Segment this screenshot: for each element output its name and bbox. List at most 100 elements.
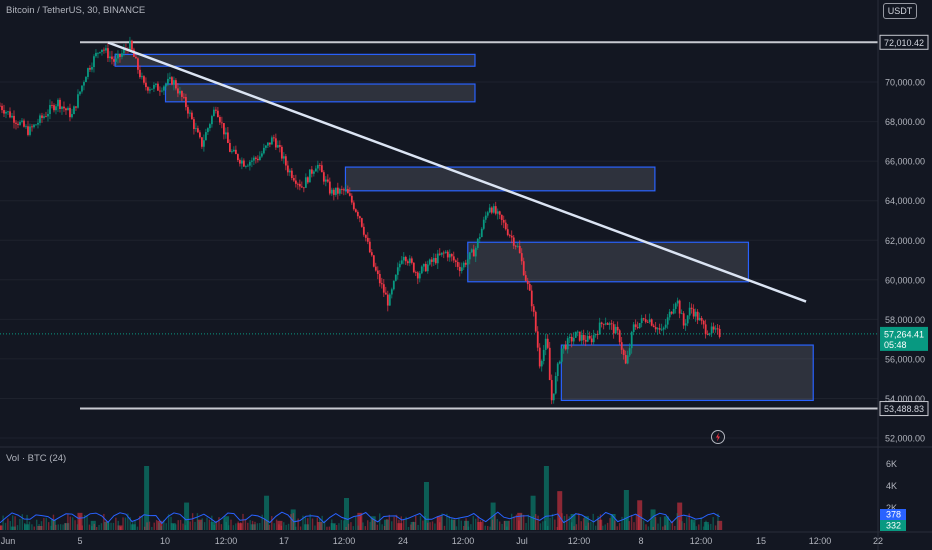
volume-bar (277, 520, 283, 530)
volume-bar (534, 514, 537, 530)
candle-body (276, 145, 279, 148)
time-tick-label: 12:00 (690, 536, 713, 546)
volume-bar (659, 517, 662, 530)
candle-body (187, 107, 189, 114)
candle-body (402, 256, 405, 261)
volume-bar (79, 516, 81, 530)
volume-bar (686, 517, 688, 530)
volume-bar (422, 520, 424, 530)
candle-body (494, 206, 497, 214)
candle-body (366, 237, 369, 242)
candle-body (582, 334, 585, 340)
volume-bar (640, 517, 642, 530)
volume-bar (520, 513, 522, 530)
candle-body (514, 245, 517, 247)
volume-bar (11, 515, 14, 530)
volume-bar (333, 524, 335, 530)
candle-body (670, 311, 673, 314)
volume-bar (503, 520, 509, 530)
volume-tick-label: 2K (886, 503, 897, 513)
volume-bar (0, 525, 3, 530)
volume-bar (357, 525, 359, 530)
volume-bar (513, 516, 515, 530)
volume-bar (693, 522, 695, 530)
volume-bar (491, 519, 494, 530)
volume-bar (575, 524, 578, 530)
candle-body (518, 245, 521, 254)
candle-body (422, 263, 425, 267)
candle-body (638, 323, 641, 328)
horizontal-levels (0, 41, 878, 410)
volume-bar (359, 516, 362, 530)
candle-body (119, 53, 121, 57)
candle-body (310, 169, 313, 174)
volume-bar (496, 519, 498, 530)
volume-bar (484, 525, 486, 530)
volume-value-label: 378 (886, 510, 901, 520)
candle-body (442, 252, 445, 254)
volume-bar (437, 516, 443, 530)
volume-bar (136, 526, 139, 530)
candle-body (700, 318, 703, 321)
candle-body (574, 331, 577, 338)
candle-body (324, 179, 327, 182)
volume-bar (423, 482, 429, 530)
volume-bar (537, 515, 539, 530)
volume-bar (50, 519, 56, 530)
candle-body (664, 324, 667, 328)
candle-body (572, 337, 575, 342)
volume-bar (482, 520, 484, 530)
time-tick-label: 12:00 (215, 536, 238, 546)
volume-bar (278, 524, 280, 530)
level-price-label: 72,010.42 (884, 38, 924, 48)
volume-value-badge (880, 509, 906, 520)
candle-body (163, 86, 165, 91)
volume-bar (21, 514, 23, 530)
candle-body (354, 209, 357, 212)
volume-bar (676, 513, 678, 530)
currency-button[interactable]: USDT (883, 3, 917, 19)
candle-body (702, 320, 705, 325)
volume-bar (290, 514, 292, 530)
volume-bar (532, 516, 534, 530)
volume-bar (187, 520, 189, 530)
volume-bar (398, 519, 400, 530)
candle-body (153, 84, 155, 89)
volume-bar (563, 516, 566, 530)
candle-body (682, 313, 685, 326)
candle-body (500, 214, 503, 220)
candle-body (686, 315, 689, 324)
candle-body (65, 108, 67, 111)
candle-body (282, 156, 285, 159)
volume-bar (583, 516, 589, 530)
volume-bar (599, 514, 602, 530)
volume-bar (28, 521, 31, 530)
candle-body (39, 115, 41, 123)
volume-bar (153, 522, 155, 530)
volume-bar (227, 525, 230, 530)
volume-title: Vol · BTC (24) (6, 453, 67, 464)
volume-bar (443, 525, 446, 530)
candle-body (173, 80, 175, 85)
candle-body (496, 211, 499, 214)
volume-bar (225, 521, 227, 530)
volume-bar (14, 516, 16, 530)
volume-bar (594, 525, 597, 530)
candle-body (274, 138, 277, 148)
candle-body (650, 319, 653, 326)
volume-bar (664, 525, 666, 530)
volume-bar (400, 516, 403, 530)
candle-body (644, 319, 647, 322)
candle-body (77, 94, 79, 108)
lightning-alert-icon[interactable] (710, 429, 726, 445)
volume-bar (604, 524, 606, 530)
candle-body (109, 56, 111, 59)
candle-body (278, 145, 281, 147)
candle-body (382, 284, 385, 293)
volume-bar (674, 525, 676, 530)
candle-body (171, 77, 173, 85)
candle-body (256, 158, 259, 161)
candle-body (356, 211, 359, 217)
candle-body (458, 266, 461, 272)
